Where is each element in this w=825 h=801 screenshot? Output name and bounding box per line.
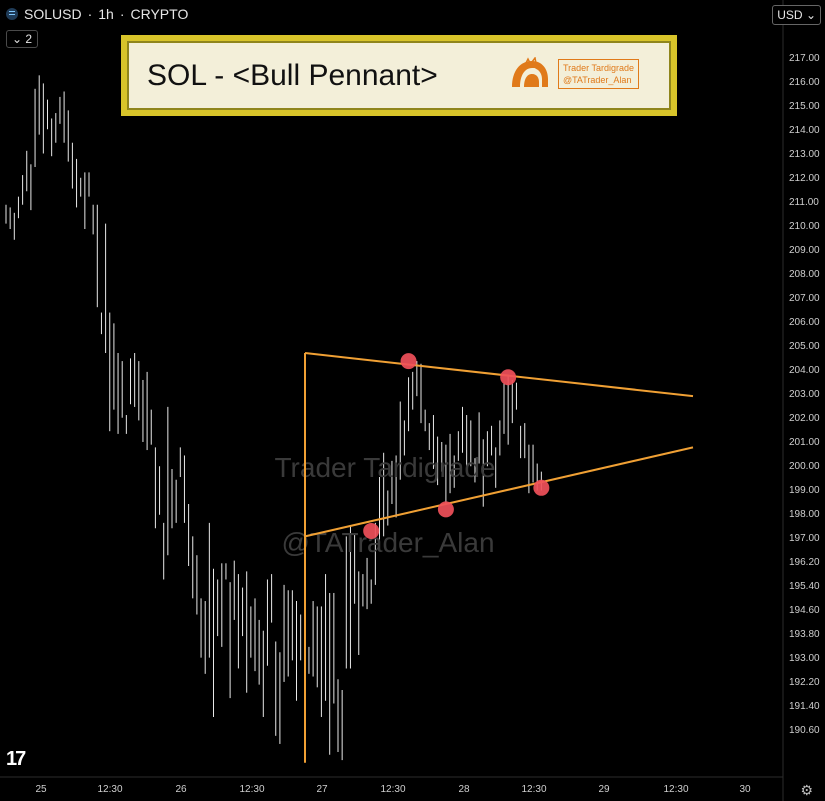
touch-point-marker xyxy=(363,522,380,539)
touch-points xyxy=(363,353,550,539)
time-axis: 25 12:30 26 12:30 27 12:30 28 12:30 29 12:30 30 xyxy=(35,784,751,795)
watermark-brand: Trader Tardigrade xyxy=(274,452,495,483)
brand-block: Trader Tardigrade @TATrader_Alan xyxy=(508,57,639,91)
price-tick-label: 193.00 xyxy=(789,653,820,664)
price-tick-label: 212.00 xyxy=(789,173,820,184)
time-tick-label: 12:30 xyxy=(521,784,546,795)
watermark: Trader Tardigrade @TATrader_Alan xyxy=(274,452,495,558)
pattern-title: SOL - <Bull Pennant> xyxy=(147,58,438,92)
currency-label: USD xyxy=(777,8,803,22)
lower-trendline xyxy=(304,446,694,538)
price-tick-label: 195.40 xyxy=(789,581,820,592)
brand-tag: Trader Tardigrade @TATrader_Alan xyxy=(557,59,639,89)
price-axis: 217.00 216.00 215.00 214.00 213.00 212.00 211.… xyxy=(789,53,820,736)
price-tick-label: 215.00 xyxy=(789,101,820,112)
symbol-header[interactable]: SOLUSD · 1h · CRYPTO xyxy=(6,6,188,22)
price-tick-label: 214.00 xyxy=(789,125,820,136)
time-tick-label: 12:30 xyxy=(97,784,122,795)
price-tick-label: 206.00 xyxy=(789,317,820,328)
price-tick-label: 198.00 xyxy=(789,509,820,520)
brand-handle: @TATrader_Alan xyxy=(562,75,632,85)
touch-point-marker xyxy=(533,479,550,496)
tardigrade-logo-icon xyxy=(511,57,548,87)
separator: · xyxy=(119,6,125,22)
timeframe[interactable]: 1h xyxy=(98,6,114,22)
time-tick-label: 30 xyxy=(739,784,751,795)
time-tick-label: 12:30 xyxy=(380,784,405,795)
bull-pennant-pattern xyxy=(304,352,694,763)
price-tick-label: 209.00 xyxy=(789,245,820,256)
time-tick-label: 12:30 xyxy=(663,784,688,795)
price-tick-label: 204.00 xyxy=(789,365,820,376)
time-tick-label: 29 xyxy=(598,784,610,795)
price-tick-label: 202.00 xyxy=(789,413,820,424)
watermark-handle: @TATrader_Alan xyxy=(281,527,494,558)
time-tick-label: 12:30 xyxy=(239,784,264,795)
price-tick-label: 200.00 xyxy=(789,461,820,472)
gear-icon[interactable]: ⚙ xyxy=(800,782,813,798)
pattern-title-banner: SOL - <Bull Pennant> Trader Tardigrade @… xyxy=(121,35,677,116)
chevron-down-icon: ⌄ xyxy=(12,32,23,46)
upper-trendline xyxy=(304,352,694,398)
price-tick-label: 193.80 xyxy=(789,629,820,640)
time-tick-label: 25 xyxy=(35,784,47,795)
price-tick-label: 191.40 xyxy=(789,701,820,712)
price-tick-label: 199.00 xyxy=(789,485,820,496)
price-tick-label: 207.00 xyxy=(789,293,820,304)
separator: · xyxy=(87,6,93,22)
price-tick-label: 210.00 xyxy=(789,221,820,232)
candle-series xyxy=(5,75,542,761)
price-tick-label: 192.20 xyxy=(789,677,820,688)
chevron-down-icon: ⌄ xyxy=(805,8,816,22)
time-tick-label: 27 xyxy=(316,784,328,795)
touch-point-marker xyxy=(400,353,417,370)
price-tick-label: 197.00 xyxy=(789,533,820,544)
price-tick-label: 216.00 xyxy=(789,77,820,88)
price-tick-label: 208.00 xyxy=(789,269,820,280)
indicator-count: 2 xyxy=(25,32,33,46)
time-tick-label: 26 xyxy=(175,784,187,795)
time-tick-label: 28 xyxy=(458,784,470,795)
symbol-name[interactable]: SOLUSD xyxy=(24,6,82,22)
price-tick-label: 203.00 xyxy=(789,389,820,400)
symbol-icon xyxy=(6,8,18,20)
touch-point-marker xyxy=(437,501,454,518)
price-tick-label: 196.20 xyxy=(789,557,820,568)
price-tick-label: 205.00 xyxy=(789,341,820,352)
market-type: CRYPTO xyxy=(130,6,189,22)
price-tick-label: 190.60 xyxy=(789,725,820,736)
price-tick-label: 213.00 xyxy=(789,149,820,160)
price-tick-label: 194.60 xyxy=(789,605,820,616)
touch-point-marker xyxy=(500,369,517,386)
tradingview-logo-icon[interactable]: 17 xyxy=(6,748,26,770)
price-tick-label: 201.00 xyxy=(789,437,820,448)
currency-select[interactable]: USD ⌄ xyxy=(772,5,821,25)
indicator-toggle[interactable]: ⌄ 2 xyxy=(6,30,39,48)
price-tick-label: 211.00 xyxy=(789,197,819,208)
price-tick-label: 217.00 xyxy=(789,53,820,64)
brand-name: Trader Tardigrade xyxy=(562,63,634,73)
